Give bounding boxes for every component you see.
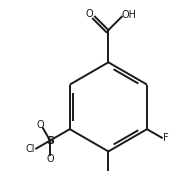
Text: O: O (36, 120, 44, 130)
Text: O: O (86, 9, 94, 19)
Text: S: S (46, 136, 54, 146)
Text: O: O (46, 154, 54, 163)
Text: OH: OH (121, 10, 137, 20)
Text: Cl: Cl (26, 144, 35, 154)
Text: F: F (164, 133, 169, 143)
